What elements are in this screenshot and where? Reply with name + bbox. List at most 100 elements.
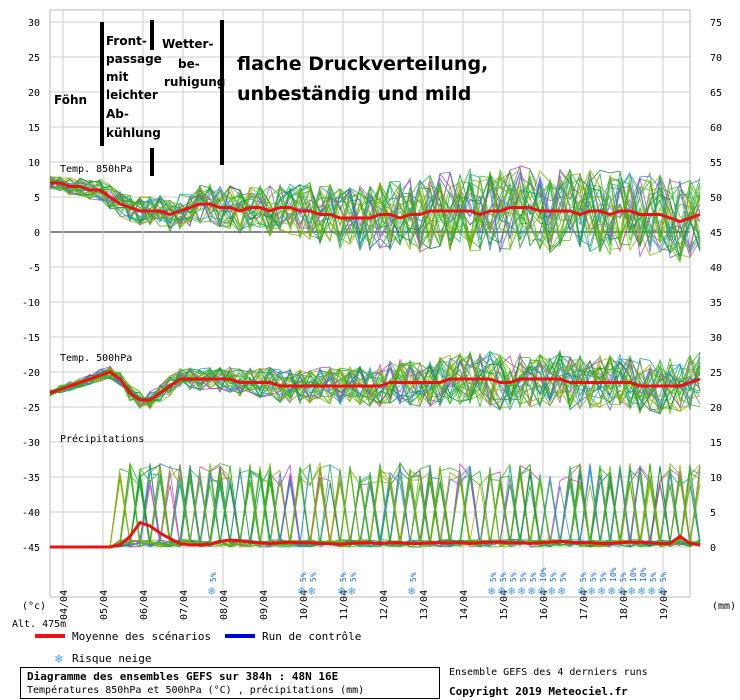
- date-tick-label: 19/04: [659, 590, 670, 620]
- left-tick-label: 0: [34, 228, 40, 239]
- left-tick-label: -5: [28, 263, 40, 274]
- chart-subtitle: Températures 850hPa et 500hPa (°C) , pré…: [27, 685, 365, 696]
- snowflake-icon: ❄: [598, 584, 605, 598]
- left-tick-label: -10: [22, 298, 40, 309]
- annotation-divider-3: [220, 20, 224, 165]
- snow-risk-pct: 5%: [599, 572, 608, 582]
- left-unit-label: (°c): [22, 601, 46, 612]
- date-tick-label: 09/04: [259, 590, 270, 620]
- snowflake-icon: ❄: [518, 584, 525, 598]
- snow-risk-pct: 5%: [589, 572, 598, 582]
- snow-risk-pct: 5%: [209, 572, 218, 582]
- left-tick-label: -15: [22, 333, 40, 344]
- left-tick-label: -25: [22, 403, 40, 414]
- legend-control-label: Run de contrôle: [262, 630, 361, 643]
- snowflake-icon: ❄: [488, 584, 495, 598]
- left-tick-label: -35: [22, 473, 40, 484]
- snowflake-icon: ❄: [528, 584, 535, 598]
- snow-risk-pct: 10%: [639, 567, 648, 582]
- ensemble-t850-line: [49, 172, 701, 253]
- snowflake-icon: ❄: [538, 584, 545, 598]
- legend-control-swatch: [225, 634, 255, 638]
- snowflake-icon: ❄: [298, 584, 305, 598]
- snow-risk-pct: 10%: [609, 567, 618, 582]
- right-tick-label: 5: [710, 508, 716, 519]
- annotation-wetter-line-1: Wetter-: [162, 37, 213, 51]
- left-tick-label: 20: [28, 88, 40, 99]
- date-tick-label: 13/04: [419, 590, 430, 620]
- right-tick-label: 75: [710, 18, 722, 29]
- snowflake-icon: ❄: [408, 584, 415, 598]
- date-tick-label: 06/04: [139, 590, 150, 620]
- snowflake-icon: ❄: [588, 584, 595, 598]
- left-tick-label: 25: [28, 53, 40, 64]
- plot-frame: [49, 9, 691, 598]
- altitude-label: Alt. 475m: [12, 619, 66, 630]
- date-tick-label: 12/04: [379, 590, 390, 620]
- right-tick-label: 20: [710, 403, 722, 414]
- snowflake-icon: ❄: [578, 584, 585, 598]
- snow-risk-pct: 5%: [309, 572, 318, 582]
- ensemble-t500-line: [49, 350, 701, 411]
- ensemble-precip-line: [50, 465, 701, 548]
- annotation-flach-line-2: unbeständig und mild: [237, 83, 471, 105]
- chart-title: Diagramme des ensembles GEFS sur 384h : …: [27, 670, 339, 683]
- annotation-front-line-6: kühlung: [106, 126, 161, 140]
- right-tick-label: 40: [710, 263, 722, 274]
- snow-risk-pct: 5%: [349, 572, 358, 582]
- annotation-front-line-5: Ab-: [106, 107, 129, 121]
- snow-risk-pct: 5%: [499, 572, 508, 582]
- snowflake-icon: ❄: [498, 584, 505, 598]
- snowflake-icon: ❄: [638, 584, 645, 598]
- snow-risk-pct: 5%: [529, 572, 538, 582]
- ensemble-members: [49, 165, 701, 548]
- snow-risk-pct: 5%: [519, 572, 528, 582]
- snow-risk-pct: 5%: [339, 572, 348, 582]
- right-unit-label: (mm): [712, 601, 736, 612]
- date-tick-label: 15/04: [499, 590, 510, 620]
- mean-lines: [49, 181, 701, 549]
- ensemble-t500-line: [49, 355, 701, 412]
- date-tick-label: 07/04: [179, 590, 190, 620]
- snowflake-icon: ❄: [548, 584, 555, 598]
- left-tick-label: -40: [22, 508, 40, 519]
- annotation-front-line-3: mit: [106, 70, 129, 84]
- annotation-divider-1: [100, 22, 104, 146]
- right-tick-label: 70: [710, 53, 722, 64]
- date-tick-label: 11/04: [339, 590, 350, 620]
- t850-panel-label: Temp. 850hPa: [60, 164, 132, 175]
- snowflake-icon: ❄: [348, 584, 355, 598]
- legend-snow-label: Risque neige: [72, 652, 151, 665]
- right-tick-label: 45: [710, 228, 722, 239]
- left-tick-label: -20: [22, 368, 40, 379]
- snow-risk-pct: 10%: [539, 567, 548, 582]
- date-tick-label: 10/04: [299, 590, 310, 620]
- date-tick-label: 18/04: [619, 590, 630, 620]
- snowflake-icon: ❄: [558, 584, 565, 598]
- right-tick-label: 15: [710, 438, 722, 449]
- snow-risk-pct: 5%: [409, 572, 418, 582]
- legend-snowflake-icon: ❄: [54, 652, 63, 665]
- t500-panel-label: Temp. 500hPa: [60, 353, 132, 364]
- info-box: Diagramme des ensembles GEFS sur 384h : …: [20, 667, 440, 699]
- left-tick-label: 10: [28, 158, 40, 169]
- right-tick-label: 35: [710, 298, 722, 309]
- annotation-wetter-line-2: be-: [178, 57, 200, 71]
- snow-risk-pct: 5%: [509, 572, 518, 582]
- date-tick-label: 14/04: [459, 590, 470, 620]
- snowflake-icon: ❄: [658, 584, 665, 598]
- right-tick-label: 50: [710, 193, 722, 204]
- snowflake-icon: ❄: [608, 584, 615, 598]
- snow-risk-pct: 5%: [299, 572, 308, 582]
- snowflake-icon: ❄: [508, 584, 515, 598]
- right-tick-label: 55: [710, 158, 722, 169]
- left-tick-label: -45: [22, 543, 40, 554]
- legend-mean-swatch: [35, 634, 65, 638]
- mean-precip-line: [50, 520, 701, 549]
- snowflake-icon: ❄: [648, 584, 655, 598]
- annotation-wetter-line-3: ruhigung: [164, 75, 225, 89]
- annotation-front-line-4: leichter: [106, 88, 158, 102]
- date-tick-label: 04/04: [59, 590, 70, 620]
